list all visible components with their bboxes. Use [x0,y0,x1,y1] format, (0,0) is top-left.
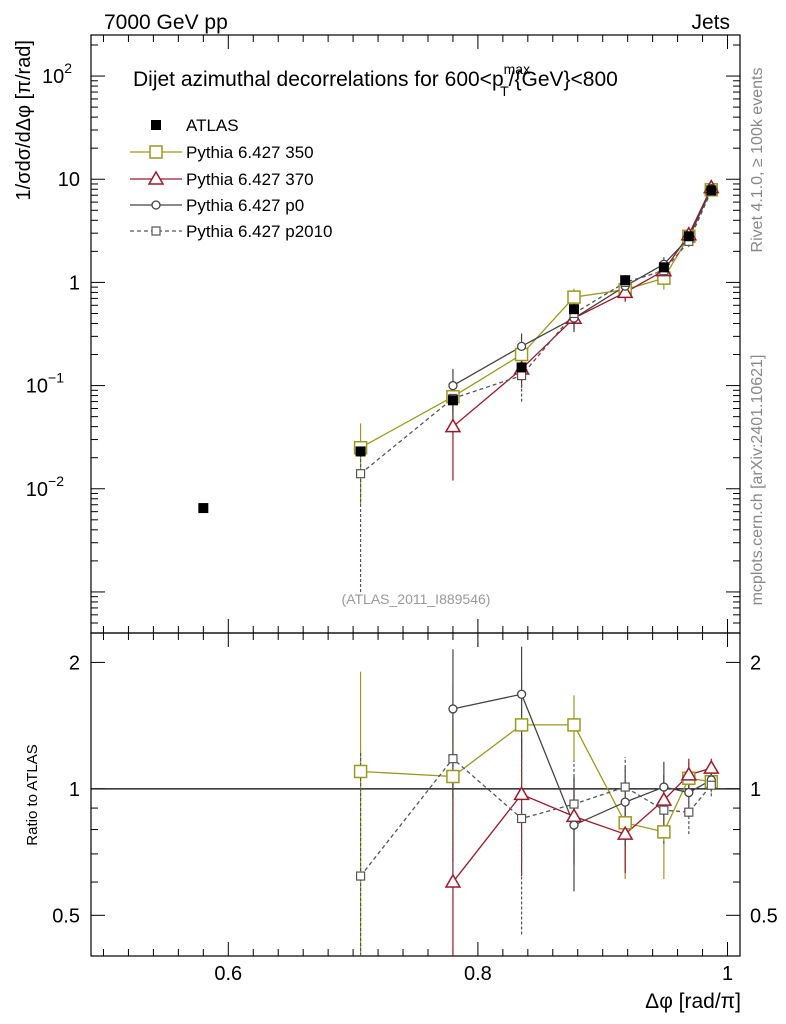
chart-title-sup: max [504,61,530,77]
series-3-ratio-point [706,780,716,790]
series-2-ratio-point [569,820,579,830]
y-tick-label-base: 10 [26,479,48,501]
atlas-data-point [658,262,669,273]
atlas-data-point [569,304,580,315]
legend-label-3: Pythia 6.427 p2010 [186,222,333,241]
mcplots-label: mcplots.cern.ch [arXiv:2401.10621] [749,355,766,606]
series-3-ratio-point [448,754,458,764]
ratio-plot-frame [90,632,741,957]
series-2-ratio-point [684,787,694,798]
ratio-tick-label: 2 [69,652,80,674]
y-tick-label: 102 [42,60,72,88]
series-0-ratio-point [353,764,368,779]
series-3-line [360,190,712,475]
series-3-ratio-point [684,807,694,817]
legend: ATLAS Pythia 6.427 350 Pythia 6.427 370 Pyt… [130,116,333,241]
series-2-ratio-point [659,782,669,792]
x-axis-label: Δφ [rad/π] [645,990,741,1013]
chart-title: Dijet azimuthal decorrelations for 600<p… [133,61,618,99]
chart-title-suffix: /{GeV}<800 [509,68,618,91]
series-1-point [444,418,462,433]
rivet-label: Rivet 4.1.0, ≥ 100k events [749,68,766,253]
y-axis-label: 1/σdσ/dΔφ [π/rad] [13,40,35,200]
atlas-data-point [447,395,458,406]
series-3-point [516,370,527,381]
legend-label-atlas: ATLAS [186,116,239,135]
atlas-data-point [706,185,717,196]
series-2-point [516,341,527,352]
legend-label-2: Pythia 6.427 p0 [186,196,304,215]
legend-marker-3 [151,226,161,236]
ratio-tick-label-right: 0.5 [750,905,778,927]
series-2-ratio-point [620,797,630,807]
y-tick-label-exp: 2 [64,60,72,76]
atlas-data-point [198,503,209,514]
y-tick-label: 10 [58,169,80,191]
chart-title-prefix: Dijet azimuthal decorrelations for 600<p [133,68,504,91]
x-tick-label: 1 [722,963,733,985]
ratio-tick-label-right: 2 [750,652,761,674]
header-left-label: 7000 GeV pp [104,11,228,34]
chart-title-sub: T [500,83,509,99]
series-3-ratio-point [659,805,669,815]
series-0-ratio-point [514,718,529,732]
y-tick-label-base: 10 [42,66,64,88]
atlas-data-point [516,362,527,373]
ratio-tick-label-right: 1 [750,779,761,801]
series-0-ratio-point [567,718,581,732]
series-2-ratio-point [516,689,527,699]
series-1-ratio-point [513,785,530,801]
ratio-tick-label: 0.5 [52,905,80,927]
analysis-id-label: (ATLAS_2011_I889546) [342,591,491,607]
series-1-point [616,283,634,299]
x-tick-label: 0.8 [464,963,492,985]
legend-marker-1 [147,170,165,185]
legend-label-1: Pythia 6.427 370 [186,170,314,189]
y-tick-label: 1 [69,272,80,294]
series-2-line [452,188,712,387]
series-2-point [448,380,458,391]
y-tick-label-exp: −1 [48,370,64,386]
y-tick-label-base: 10 [26,376,48,398]
series-1-ratio-point [680,766,698,781]
series-2-ratio-point [448,704,458,714]
y-tick-label: 10−2 [26,473,64,501]
series-1-ratio-point [444,873,462,888]
atlas-data-point [683,231,694,242]
series-layer [91,179,740,956]
series-1-ratio-point [655,791,673,806]
series-1-ratio-point [702,759,720,774]
series-0-line [360,189,712,449]
series-2-ratio-line [452,693,712,826]
series-1-line [452,187,712,428]
legend-marker-0 [149,145,163,159]
legend-marker-2 [151,200,161,210]
y-tick-label-exp: −2 [48,473,64,489]
series-1-ratio-point [616,825,634,840]
ratio-tick-label: 1 [69,779,80,801]
y-tick-label-base: 1 [69,272,80,294]
atlas-data-point [355,446,366,457]
y-tick-label: 10−1 [26,370,64,398]
series-3-ratio-point [620,782,630,792]
y-tick-label-base: 10 [58,169,80,191]
series-1-ratio-line [452,767,712,883]
series-3-ratio-point [569,799,579,809]
series-0-ratio-point [446,769,460,784]
series-3-point [355,469,366,479]
legend-marker-atlas [151,120,161,130]
atlas-data-point [620,275,631,286]
series-3-ratio-line [360,757,712,877]
header-right-label: Jets [691,11,730,34]
ratio-axis-label: Ratio to ATLAS [24,744,41,845]
series-0-point [567,290,581,304]
series-0-ratio-point [657,825,671,839]
series-3-ratio-point [516,813,527,824]
series-3-ratio-point [355,871,366,881]
x-tick-label: 0.6 [214,963,242,985]
legend-label-0: Pythia 6.427 350 [186,143,314,162]
series-0-ratio-line [360,724,712,833]
